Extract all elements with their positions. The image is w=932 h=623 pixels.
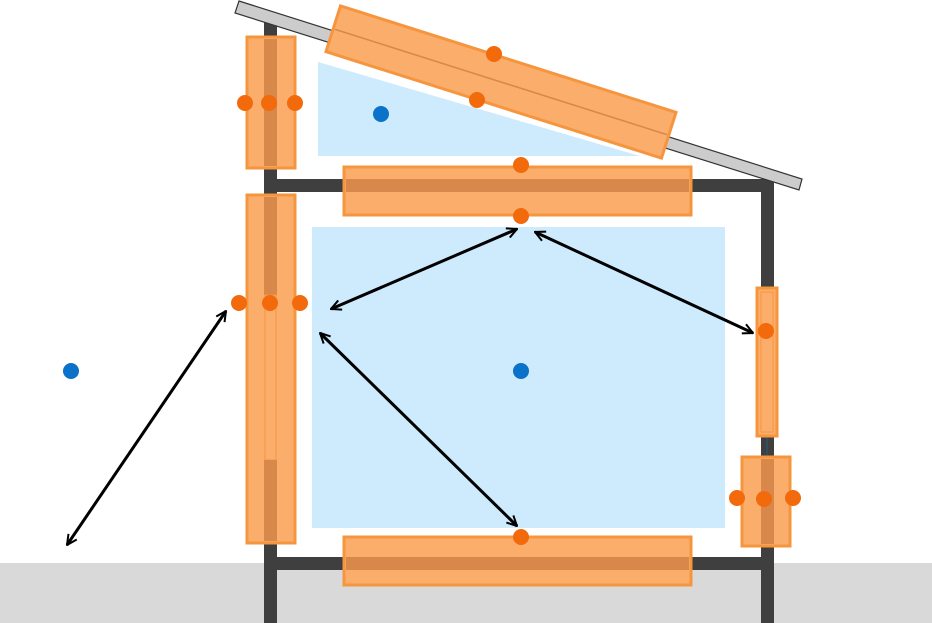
node-outdoor: outdoor node (63, 363, 79, 379)
left-lower-panel-core-top (264, 197, 277, 295)
arrow-left-wall-to-floor: left wall to floor (320, 333, 517, 526)
arrow-ceiling-to-right-wall: ceiling to right wall (535, 230, 753, 335)
node-attic-air (373, 106, 389, 122)
node-roof-outer (486, 46, 502, 62)
node-right-lower-inner (729, 490, 745, 506)
node-ceiling-top (513, 157, 529, 173)
floor-panel-core (346, 557, 689, 570)
node-left-lower-outer (231, 295, 247, 311)
node-left-lower-center (262, 295, 278, 311)
arrow-left-wall-to-ceiling: left wall to ceiling (331, 229, 517, 309)
node-floor-top (513, 529, 529, 545)
node-roof-inner (469, 92, 485, 108)
node-left-upper-inner (287, 95, 303, 111)
arrow-outdoor-to-left-wall: outdoor to left wall (67, 311, 226, 545)
node-left-lower-inner (292, 295, 308, 311)
node-right-upper (758, 323, 774, 339)
ceiling-panel-core (346, 179, 689, 192)
attic-air-space: attic air space (318, 62, 640, 156)
node-left-upper-outer (237, 95, 253, 111)
node-left-upper-center (261, 95, 277, 111)
node-right-lower-outer (785, 490, 801, 506)
node-right-lower-center (756, 491, 772, 507)
left-lower-panel-core-bottom (264, 460, 277, 541)
roof-panel-core (334, 28, 668, 136)
right-upper-panel-inner (760, 291, 774, 433)
node-ceiling-bottom (513, 208, 529, 224)
left-lower-panel-core-inner (264, 294, 277, 461)
node-room-air (513, 363, 529, 379)
